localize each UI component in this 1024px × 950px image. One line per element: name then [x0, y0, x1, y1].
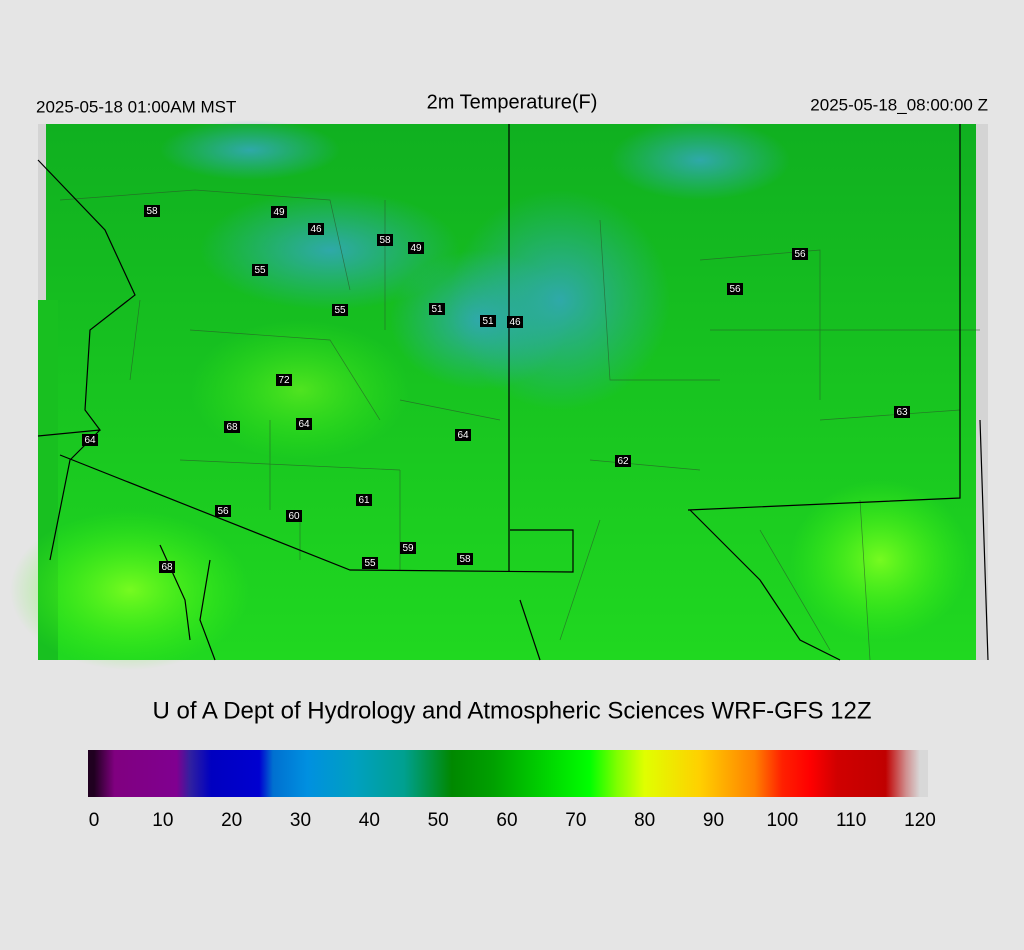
station: 68 [224, 421, 240, 433]
station-value: 62 [617, 456, 629, 467]
station-box [252, 264, 268, 276]
colorbar-tick-label: 70 [565, 810, 586, 831]
station-value: 68 [161, 562, 173, 573]
station-value: 49 [273, 207, 285, 218]
station-value: 60 [288, 511, 300, 522]
station-value: 46 [310, 224, 322, 235]
station: 64 [296, 418, 312, 430]
station: 49 [408, 242, 424, 254]
station: 49 [271, 206, 287, 218]
map-title: 2m Temperature(F) [427, 91, 598, 113]
station: 56 [792, 248, 808, 260]
station-box [480, 315, 496, 327]
station: 61 [356, 494, 372, 506]
station-box [224, 421, 240, 433]
colorbar-tick-label: 0 [89, 810, 100, 831]
station-value: 68 [226, 422, 238, 433]
credit: U of A Dept of Hydrology and Atmospheric… [153, 697, 872, 724]
station-value: 58 [379, 235, 391, 246]
colorbar-tick-label: 100 [766, 810, 798, 831]
station: 55 [332, 304, 348, 316]
station-value: 49 [410, 243, 422, 254]
station-value: 63 [896, 407, 908, 418]
colorbar-tick-label: 90 [703, 810, 724, 831]
station-box [276, 374, 292, 386]
colorbar: 0 10 20 30 40 50 60 70 80 90 100 110 120 [88, 750, 936, 831]
station: 51 [429, 303, 445, 315]
station-value: 51 [431, 304, 443, 315]
station: 63 [894, 406, 910, 418]
colorbar-tick-label: 40 [359, 810, 380, 831]
station-box [159, 561, 175, 573]
colorbar-tick-label: 30 [290, 810, 311, 831]
station-box [455, 429, 471, 441]
station: 56 [727, 283, 743, 295]
station: 64 [455, 429, 471, 441]
colorbar-tick-label: 50 [428, 810, 449, 831]
station-box [308, 223, 324, 235]
station: 55 [252, 264, 268, 276]
station: 51 [480, 315, 496, 327]
station-box [82, 434, 98, 446]
station-box [377, 234, 393, 246]
station-value: 51 [482, 316, 494, 327]
station-box [792, 248, 808, 260]
colorbar-tick-label: 120 [904, 810, 936, 831]
station-box [457, 553, 473, 565]
station-box [332, 304, 348, 316]
station-box [507, 316, 523, 328]
station: 58 [377, 234, 393, 246]
colorbar-tick-label: 110 [836, 810, 866, 831]
colorbar-tick-label: 60 [496, 810, 517, 831]
station: 72 [276, 374, 292, 386]
station-box [429, 303, 445, 315]
map: 58 49 46 58 49 55 55 51 51 46 72 68 64 64 64 56 60 61 59 55… [10, 120, 989, 670]
station-value: 58 [146, 206, 158, 217]
station-value: 46 [509, 317, 521, 328]
station: 56 [215, 505, 231, 517]
station-box [615, 455, 631, 467]
station-value: 61 [358, 495, 370, 506]
station-box [215, 505, 231, 517]
station: 64 [82, 434, 98, 446]
station-value: 56 [217, 506, 229, 517]
station-box [894, 406, 910, 418]
station-box [271, 206, 287, 218]
colorbar-tick-label: 20 [221, 810, 242, 831]
station-box [400, 542, 416, 554]
station-box [296, 418, 312, 430]
station-value: 55 [334, 305, 346, 316]
station: 59 [400, 542, 416, 554]
station-box [727, 283, 743, 295]
valid-utc: 2025-05-18_08:00:00 Z [810, 95, 988, 114]
station-box [356, 494, 372, 506]
station: 68 [159, 561, 175, 573]
station: 55 [362, 557, 378, 569]
station-value: 64 [84, 435, 96, 446]
station: 58 [457, 553, 473, 565]
station: 62 [615, 455, 631, 467]
station-box [362, 557, 378, 569]
station: 46 [308, 223, 324, 235]
station-box [144, 205, 160, 217]
station-value: 72 [278, 375, 290, 386]
station-value: 56 [729, 284, 741, 295]
colorbar-tick-label: 80 [634, 810, 655, 831]
station-value: 64 [298, 419, 310, 430]
valid-local: 2025-05-18 01:00AM MST [36, 97, 236, 116]
station-value: 64 [457, 430, 469, 441]
station-box [286, 510, 302, 522]
station: 58 [144, 205, 160, 217]
station-value: 55 [364, 558, 376, 569]
colorbar-tick-label: 10 [152, 810, 173, 831]
station-box [408, 242, 424, 254]
station-value: 59 [402, 543, 414, 554]
station-value: 58 [459, 554, 471, 565]
station-value: 56 [794, 249, 806, 260]
station: 46 [507, 316, 523, 328]
station-value: 55 [254, 265, 266, 276]
station: 60 [286, 510, 302, 522]
